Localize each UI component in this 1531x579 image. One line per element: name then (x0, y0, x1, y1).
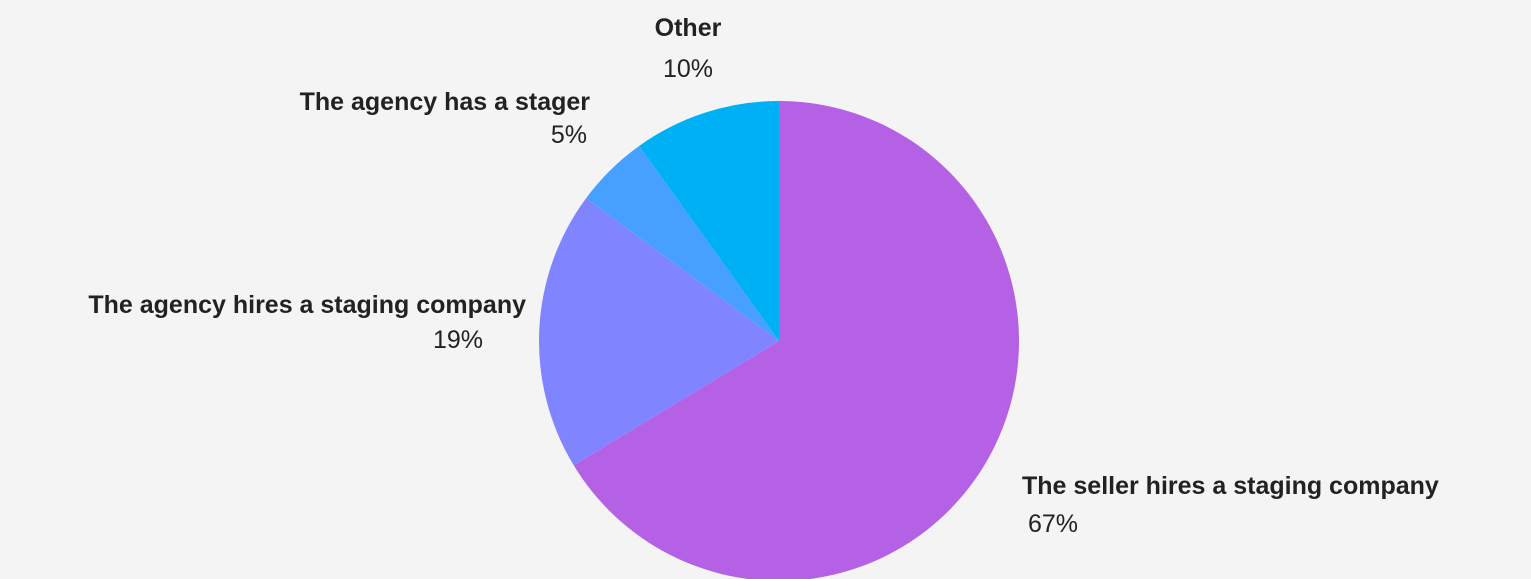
slice-label-name-3: The agency has a stager (300, 88, 591, 116)
slice-label-name-1: The seller hires a staging company (1022, 472, 1439, 500)
slice-label-value-3: 5% (551, 121, 587, 149)
pie-slice-3 (586, 145, 779, 341)
slice-label-name-2: The agency hires a staging company (88, 291, 526, 319)
slice-label-value-4: 10% (663, 55, 713, 83)
pie-labels: The seller hires a staging company 67% The… (88, 14, 1439, 538)
slice-label-value-1: 67% (1028, 510, 1078, 538)
slice-label-value-2: 19% (433, 326, 483, 354)
pie-slice-2 (539, 198, 779, 466)
pie-slices (539, 100, 1019, 579)
slice-label-name-4: Other (655, 14, 722, 42)
pie-slice-1 (573, 101, 1019, 579)
pie-slice-4 (639, 100, 779, 341)
